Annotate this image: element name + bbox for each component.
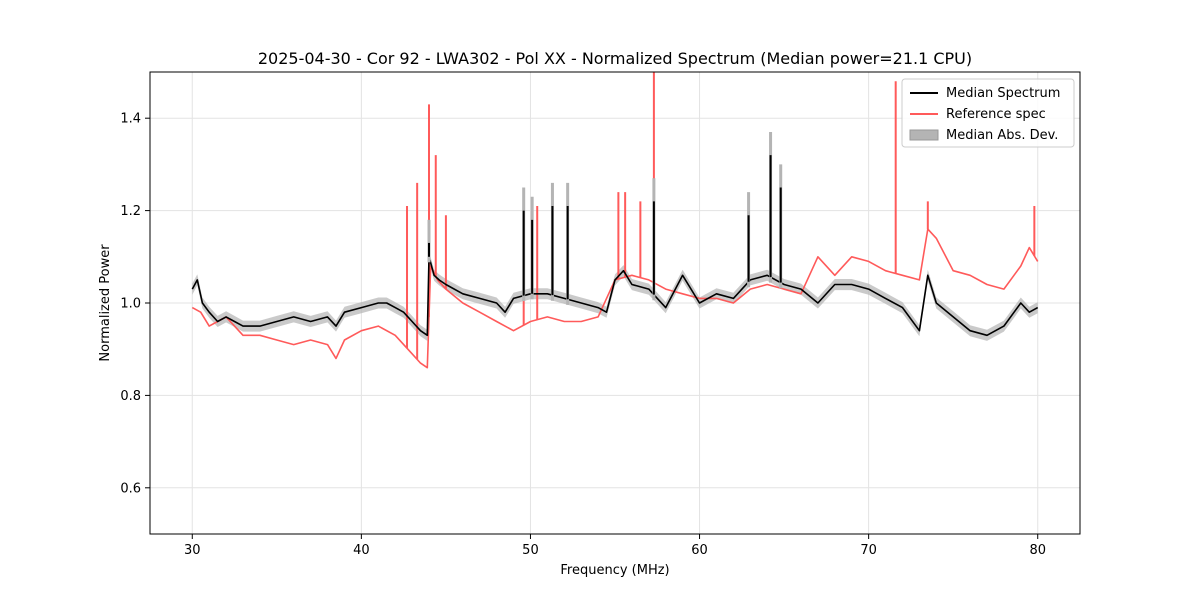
median-spectrum-line <box>191 255 1039 337</box>
y-tick-label: 0.6 <box>120 481 141 496</box>
legend-swatch-mad <box>909 129 939 141</box>
x-axis-label: Frequency (MHz) <box>560 563 669 578</box>
x-tick-label: 70 <box>860 543 877 558</box>
x-tick-label: 30 <box>184 543 201 558</box>
y-tick-label: 0.8 <box>120 389 141 404</box>
series-layer <box>191 72 1039 369</box>
legend-label-reference: Reference spec <box>946 107 1046 122</box>
tick-layer: 30 40 50 60 70 80 0.6 0.8 1.0 1.2 1.4 <box>120 112 1046 558</box>
y-tick-label: 1.0 <box>120 297 141 312</box>
legend-label-median: Median Spectrum <box>946 86 1060 101</box>
legend-box <box>901 78 1075 148</box>
x-tick-label: 40 <box>353 543 370 558</box>
chart-title: 2025-04-30 - Cor 92 - LWA302 - Pol XX - … <box>258 49 972 68</box>
legend-label-mad: Median Abs. Dev. <box>946 128 1058 143</box>
x-tick-label: 60 <box>691 543 708 558</box>
legend: Median Spectrum Reference spec Median Ab… <box>901 78 1075 148</box>
x-tick-label: 80 <box>1029 543 1046 558</box>
x-tick-label: 50 <box>522 543 539 558</box>
y-tick-label: 1.2 <box>120 204 141 219</box>
y-tick-label: 1.4 <box>120 112 141 127</box>
reference-spectrum-line <box>191 228 1039 369</box>
y-axis-label: Normalized Power <box>98 244 113 362</box>
